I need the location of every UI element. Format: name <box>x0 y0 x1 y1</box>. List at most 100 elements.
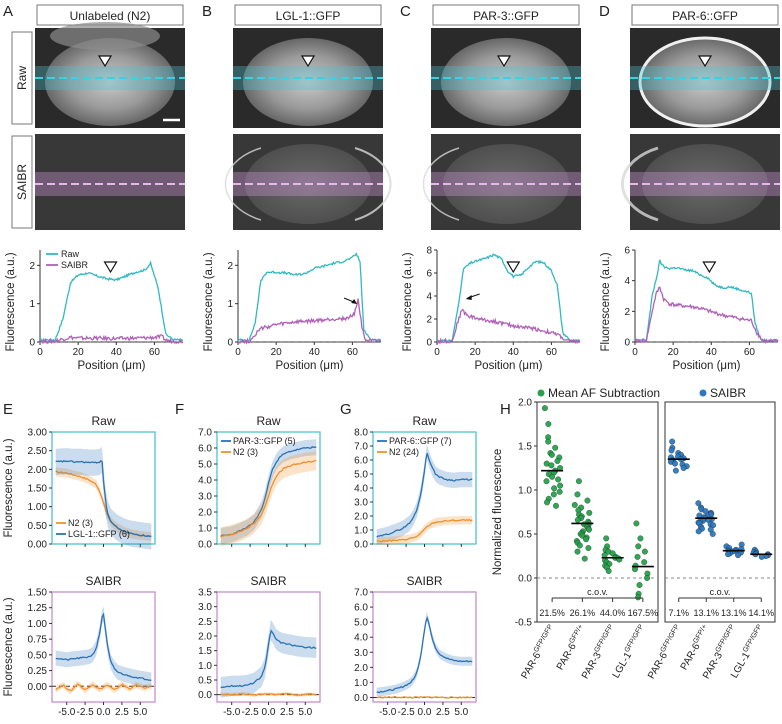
cov-value: 167.5% <box>628 608 659 618</box>
panel-letter-D: D <box>599 3 610 20</box>
data-point <box>605 568 612 574</box>
data-point <box>668 447 675 454</box>
data-point <box>550 491 557 498</box>
y-tick-label: 7.0 <box>354 588 368 599</box>
x-tick-label: 0.0 <box>418 707 432 718</box>
x-tick-label: 0.0 <box>97 707 111 718</box>
x-tick-label: 0 <box>434 347 440 358</box>
x-tick-label: 0.0 <box>262 707 276 718</box>
raw-embryo <box>45 38 175 126</box>
series-line <box>55 683 152 692</box>
y-tick-label: 5.0 <box>354 470 368 481</box>
y-tick-label: 0.5 <box>198 676 212 687</box>
category-base: PAR-6 <box>555 641 579 672</box>
x-tick-label: -2.5 <box>397 707 415 718</box>
series-line-raw <box>436 253 581 343</box>
x-category-label: PAR-6GFP/GFP <box>519 623 559 681</box>
y-tick-label: 1.00 <box>28 502 48 513</box>
data-point <box>555 476 562 483</box>
x-tick-label: -2.5 <box>241 707 259 718</box>
y-tick-label: 1.50 <box>28 588 48 599</box>
x-category-label: PAR-6GFP/+ <box>554 624 589 673</box>
triangle-marker-icon <box>496 55 512 68</box>
series-error-band <box>376 516 473 546</box>
series-line-saibr <box>634 286 779 345</box>
data-point <box>552 444 559 451</box>
cov-value: 14.1% <box>748 608 774 618</box>
data-point <box>695 528 702 535</box>
data-point <box>548 451 555 458</box>
cov-value: 21.5% <box>539 608 565 618</box>
series-line-saibr <box>39 334 184 345</box>
y-tick-label: 5.0 <box>354 618 368 629</box>
y-axis-label: Fluorescence (a.u.) <box>3 597 15 696</box>
y-axis-label: Normalized fluorescence <box>492 449 504 576</box>
series-line <box>220 629 317 689</box>
saibr-image-bg <box>35 134 185 230</box>
arrow-head <box>465 295 472 300</box>
series-error-band <box>55 446 152 550</box>
panel-letter-H: H <box>500 401 511 418</box>
series-line <box>376 518 473 543</box>
data-point <box>574 516 581 523</box>
column-title: Unlabeled (N2) <box>70 9 151 23</box>
y-tick-label: 4.0 <box>354 484 368 495</box>
y-tick-label: 2.0 <box>354 663 368 674</box>
y-tick-label: 0.0 <box>518 574 532 585</box>
series-line <box>376 695 473 699</box>
y-tick-label: 2 <box>426 315 432 326</box>
y-tick-label: 1.0 <box>198 524 212 535</box>
y-tick-label: 2.5 <box>198 617 212 628</box>
series-line <box>220 446 317 537</box>
data-point <box>581 555 588 562</box>
data-point <box>554 458 561 464</box>
category-base: PAR-6 <box>646 650 670 681</box>
triangle-marker-icon <box>506 261 521 274</box>
data-point <box>551 485 558 492</box>
triangle-marker-icon <box>702 261 717 274</box>
data-point <box>634 553 641 560</box>
saibr-cortex-arc <box>422 147 460 221</box>
category-superscript: GFP/GFP <box>624 623 646 653</box>
subplot-title: SAIBR <box>250 574 286 588</box>
x-axis-label: Position (μm) <box>673 360 741 372</box>
x-tick-label: -5.0 <box>379 707 397 718</box>
y-tick-label: 4.0 <box>198 476 212 487</box>
data-point <box>735 552 741 559</box>
cov-label: c.o.v. <box>710 587 731 597</box>
data-point <box>695 500 702 507</box>
y-tick-label: 0 <box>29 338 35 349</box>
saibr-cortex-arc <box>224 147 262 221</box>
data-point <box>583 536 589 543</box>
y-tick-label: 7.0 <box>354 442 368 453</box>
legend-label: LGL-1::GFP (6) <box>68 529 130 539</box>
data-point <box>672 467 679 474</box>
triangle-marker-icon <box>300 55 316 68</box>
triangle-marker-icon <box>97 55 113 68</box>
raw-embryo <box>243 38 373 126</box>
data-point <box>641 548 648 555</box>
data-point <box>544 499 550 506</box>
series-line-saibr <box>238 298 382 345</box>
column-title-box <box>631 4 779 26</box>
triangle-marker-icon <box>697 55 713 68</box>
x-tick-label: 60 <box>546 347 558 358</box>
legend-label: N2 (24) <box>389 447 419 457</box>
data-point <box>725 551 732 558</box>
raw-embryo <box>441 38 571 126</box>
data-point <box>557 482 564 489</box>
y-tick-label: 2 <box>29 261 35 272</box>
subplot-title: SAIBR <box>85 574 121 588</box>
saibr-cortex-arc <box>620 146 659 222</box>
category-superscript: GFP/GFP <box>533 623 555 653</box>
x-tick-label: 0 <box>235 347 241 358</box>
y-tick-label: 2.0 <box>518 398 532 409</box>
series-line-raw <box>39 260 184 343</box>
x-tick-label: 0 <box>632 347 638 358</box>
data-point <box>545 438 552 445</box>
panel-letter-C: C <box>400 3 411 20</box>
data-point <box>576 542 583 549</box>
x-tick-label: 40 <box>111 347 123 358</box>
x-tick-label: 40 <box>309 347 321 358</box>
cov-value: 44.0% <box>600 608 626 618</box>
